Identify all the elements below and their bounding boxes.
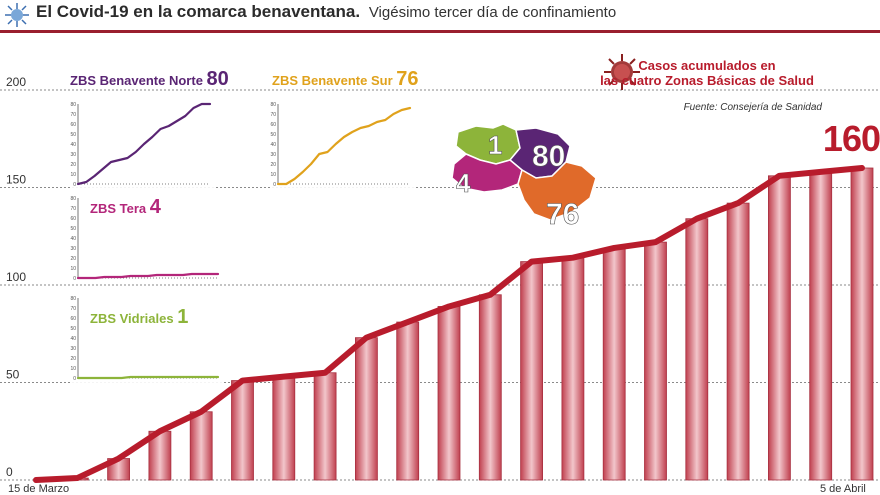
series-line-sur <box>276 106 412 186</box>
bar-day-18 <box>726 202 750 481</box>
y-tick-50: 50 <box>6 368 20 382</box>
bar-day-17 <box>685 218 709 481</box>
y-tick-200: 200 <box>6 75 26 89</box>
tick-norte-40: 40 <box>70 142 76 148</box>
panel-bg-tera <box>72 194 224 284</box>
tick-norte-60: 60 <box>70 122 76 128</box>
tick-tera-70: 70 <box>70 206 76 212</box>
tick-tera-40: 40 <box>70 236 76 242</box>
x-start-label: 15 de Marzo <box>8 483 70 495</box>
virus-icon <box>5 3 29 27</box>
tick-norte-20: 20 <box>70 162 76 168</box>
tick-sur-20: 20 <box>270 162 276 168</box>
map-label-vidriales: 1 <box>488 130 502 160</box>
region-map: 1 80 4 76 <box>451 123 597 230</box>
tick-tera-30: 30 <box>70 246 76 252</box>
tick-norte-70: 70 <box>70 112 76 118</box>
tick-sur-30: 30 <box>270 152 276 158</box>
page-title: El Covid-19 en la comarca benaventana. V… <box>36 2 616 22</box>
title-text: El Covid-19 en la comarca benaventana. <box>36 2 361 21</box>
tick-tera-10: 10 <box>70 266 76 272</box>
source-note: Fuente: Consejería de Sanidad <box>683 102 822 113</box>
header: El Covid-19 en la comarca benaventana. V… <box>0 0 880 30</box>
subtitle-text: Vigésimo tercer día de confinamiento <box>368 4 617 21</box>
caption-line-2: las cuatro Zonas Básicas de Salud <box>600 73 814 88</box>
tick-vidriales-70: 70 <box>70 306 76 312</box>
tick-vidriales-40: 40 <box>70 336 76 342</box>
zbs-sur-label: ZBS Benavente Sur 76 <box>272 68 419 91</box>
series-line-tera <box>76 272 220 280</box>
zbs-tera-name: ZBS Tera <box>90 201 147 216</box>
zbs-norte-label: ZBS Benavente Norte 80 <box>70 68 229 91</box>
tick-vidriales-0: 0 <box>73 376 76 382</box>
bar-day-20 <box>809 171 833 481</box>
map-region-sur <box>517 161 597 221</box>
tick-sur-80: 80 <box>270 102 276 108</box>
panel-bg-vidriales <box>72 294 224 384</box>
coronavirus-icon <box>604 54 640 90</box>
tick-norte-0: 0 <box>73 182 76 188</box>
y-tick-100: 100 <box>6 270 26 284</box>
total-count: 160 <box>822 118 880 159</box>
tick-tera-80: 80 <box>70 196 76 202</box>
tick-tera-20: 20 <box>70 256 76 262</box>
zbs-tera-label: ZBS Tera 4 <box>90 196 161 219</box>
tick-norte-80: 80 <box>70 102 76 108</box>
tick-tera-60: 60 <box>70 216 76 222</box>
bar-day-10 <box>396 321 420 481</box>
zbs-sur-total: 76 <box>396 68 419 90</box>
x-end-label: 5 de Abril <box>820 483 866 495</box>
tick-vidriales-80: 80 <box>70 296 76 302</box>
tick-tera-50: 50 <box>70 226 76 232</box>
bar-day-21 <box>850 167 874 481</box>
series-line-norte <box>76 102 212 186</box>
chart-caption: Casos acumulados en las cuatro Zonas Bás… <box>592 58 822 88</box>
tick-vidriales-50: 50 <box>70 326 76 332</box>
map-label-sur: 76 <box>546 198 579 230</box>
tick-vidriales-10: 10 <box>70 366 76 372</box>
bar-day-12 <box>478 294 502 481</box>
y-tick-0: 0 <box>6 465 13 479</box>
map-label-norte: 80 <box>532 140 565 173</box>
bar-day-19 <box>768 175 791 481</box>
bar-day-8 <box>313 372 337 481</box>
bar-day-14 <box>561 257 585 481</box>
zbs-vidriales-total: 1 <box>177 306 189 328</box>
bar-day-11 <box>437 306 461 481</box>
zbs-sur-name: ZBS Benavente Sur <box>272 73 393 88</box>
tick-sur-70: 70 <box>270 112 276 118</box>
tick-vidriales-30: 30 <box>70 346 76 352</box>
header-divider <box>0 30 880 33</box>
series-line-vidriales <box>76 375 220 380</box>
cumulative-line <box>33 165 865 483</box>
tick-norte-30: 30 <box>70 152 76 158</box>
bar-day-15 <box>602 247 626 481</box>
bar-day-16 <box>644 241 667 481</box>
tick-norte-10: 10 <box>70 172 76 178</box>
tick-sur-0: 0 <box>273 182 276 188</box>
zbs-vidriales-name: ZBS Vidriales <box>90 311 174 326</box>
tick-vidriales-60: 60 <box>70 316 76 322</box>
zbs-norte-name: ZBS Benavente Norte <box>70 73 203 88</box>
bar-day-6 <box>231 380 254 481</box>
tick-norte-50: 50 <box>70 132 76 138</box>
bar-day-5 <box>189 411 213 481</box>
zbs-norte-total: 80 <box>206 68 229 90</box>
tick-vidriales-20: 20 <box>70 356 76 362</box>
y-tick-150: 150 <box>6 173 26 187</box>
bar-day-7 <box>272 376 296 481</box>
tick-sur-60: 60 <box>270 122 276 128</box>
tick-sur-10: 10 <box>270 172 276 178</box>
zbs-tera-total: 4 <box>149 196 161 218</box>
bar-day-13 <box>520 261 543 481</box>
tick-tera-0: 0 <box>73 276 76 282</box>
map-label-tera: 4 <box>456 168 471 198</box>
zbs-vidriales-label: ZBS Vidriales 1 <box>90 306 188 329</box>
tick-sur-50: 50 <box>270 132 276 138</box>
caption-line-1: Casos acumulados en <box>638 58 776 73</box>
tick-sur-40: 40 <box>270 142 276 148</box>
bar-day-9 <box>354 337 378 481</box>
